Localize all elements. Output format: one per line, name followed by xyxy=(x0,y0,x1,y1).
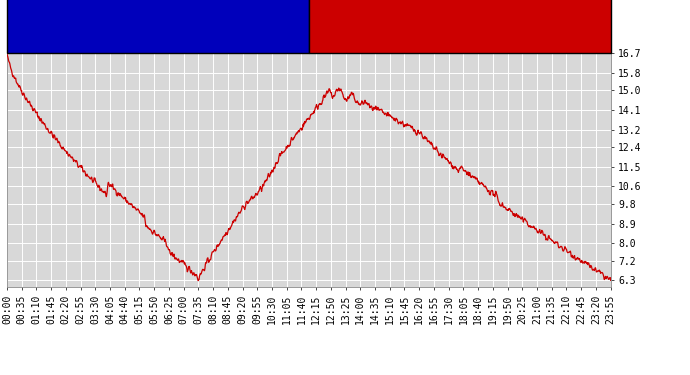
Text: Copyright 2015 Cartronics.com: Copyright 2015 Cartronics.com xyxy=(7,35,177,45)
FancyBboxPatch shape xyxy=(7,0,308,53)
FancyBboxPatch shape xyxy=(308,0,611,53)
Title: Outdoor Temperature vs Heat Index per Minute (24 Hours) 20150212: Outdoor Temperature vs Heat Index per Mi… xyxy=(17,28,601,45)
